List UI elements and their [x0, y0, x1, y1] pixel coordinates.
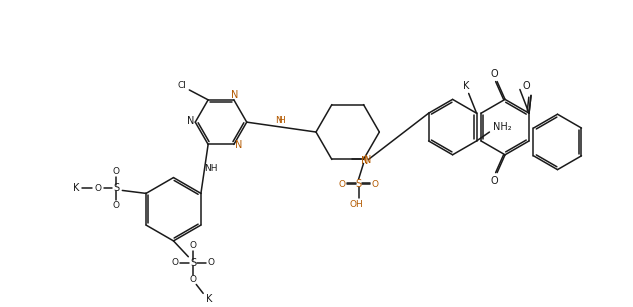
Text: O: O [172, 258, 179, 267]
Text: N: N [187, 116, 194, 126]
Text: S: S [356, 179, 361, 189]
Text: O: O [190, 275, 197, 284]
Text: NH: NH [204, 165, 217, 173]
Text: O: O [338, 180, 345, 189]
Text: NH₂: NH₂ [493, 122, 511, 132]
Text: O: O [491, 69, 498, 79]
Text: K: K [206, 294, 212, 304]
Text: O: O [208, 258, 215, 267]
Text: OH: OH [349, 200, 363, 209]
Text: N: N [364, 155, 371, 165]
Text: S: S [113, 184, 120, 193]
Text: N: N [235, 140, 242, 150]
Text: N: N [361, 157, 368, 166]
Text: K: K [73, 184, 79, 193]
Text: Cl: Cl [178, 81, 187, 91]
Text: S: S [191, 258, 196, 268]
Text: N: N [275, 116, 282, 125]
Text: O: O [113, 201, 120, 210]
Text: K: K [463, 80, 469, 91]
Text: N: N [231, 90, 239, 100]
Text: H: H [278, 116, 285, 125]
Text: O: O [94, 184, 101, 193]
Text: O: O [491, 176, 498, 185]
Text: O: O [113, 167, 120, 176]
Text: O: O [522, 80, 530, 91]
Text: O: O [372, 180, 379, 189]
Text: O: O [190, 241, 197, 250]
